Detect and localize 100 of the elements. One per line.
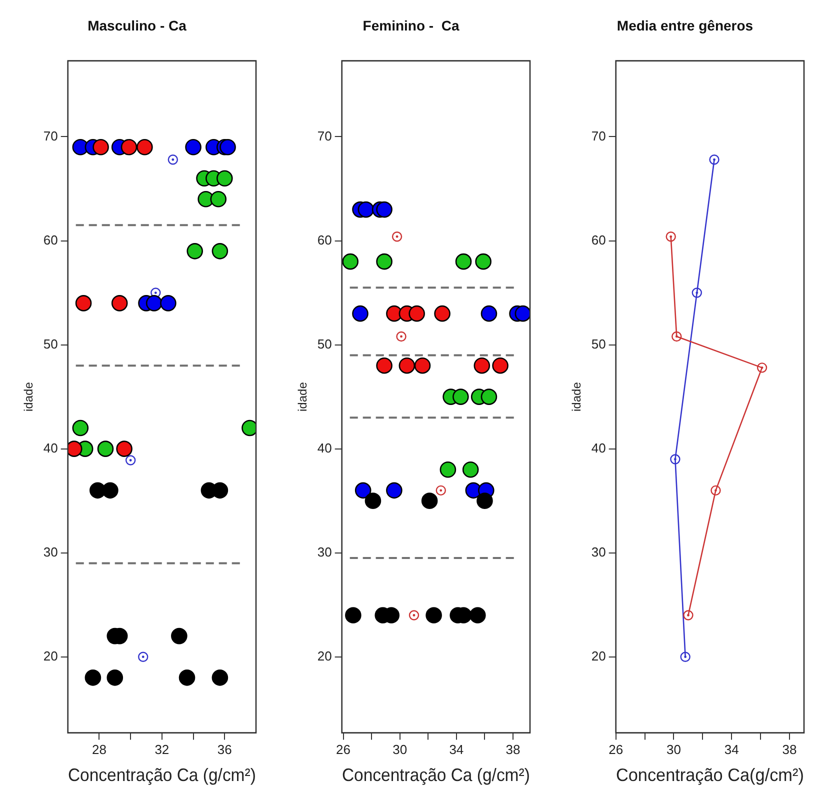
x-tick-label: 30 — [392, 742, 408, 758]
point — [514, 305, 530, 322]
point — [492, 357, 508, 374]
point — [168, 154, 178, 165]
point — [434, 305, 450, 322]
point — [120, 138, 138, 156]
y-tick-label: 40 — [317, 440, 332, 456]
y-tick-label: 50 — [591, 336, 606, 352]
point — [756, 362, 768, 373]
y-tick-label: 50 — [317, 336, 332, 352]
y-tick-label: 20 — [591, 648, 606, 664]
point — [709, 154, 720, 165]
chart-title: Media entre gêneros — [616, 17, 754, 34]
y-tick-label: 30 — [317, 544, 332, 560]
point — [666, 232, 676, 242]
x-tick-label: 34 — [449, 742, 464, 758]
point — [376, 201, 392, 218]
y-tick-label: 70 — [43, 128, 58, 144]
y-tick-label: 60 — [43, 232, 58, 248]
y-tick-label: 40 — [43, 440, 58, 456]
point — [452, 388, 469, 405]
y-tick-label: 20 — [317, 648, 332, 664]
point — [474, 357, 490, 374]
point — [342, 253, 358, 270]
point — [426, 607, 442, 624]
point — [97, 440, 114, 457]
y-axis-title: idade — [570, 382, 584, 412]
chart-title: Feminino - Ca — [362, 17, 460, 34]
point — [414, 357, 431, 374]
point — [436, 485, 446, 496]
x-tick-label: 38 — [782, 742, 797, 758]
point — [171, 628, 188, 644]
point — [345, 607, 362, 624]
point — [185, 138, 202, 156]
x-tick-label: 36 — [217, 742, 232, 758]
point — [670, 454, 680, 464]
point — [462, 461, 479, 478]
x-tick-label: 26 — [608, 742, 624, 758]
point — [692, 288, 702, 298]
point — [386, 482, 402, 499]
y-tick-label: 70 — [591, 128, 606, 144]
y-tick-label: 60 — [591, 232, 606, 248]
y-tick-label: 30 — [43, 544, 58, 560]
x-tick-label: 26 — [336, 742, 351, 758]
point — [376, 357, 392, 374]
x-axis-title: Concentração Ca (g/cm²) — [68, 764, 256, 786]
point — [136, 138, 153, 156]
point — [421, 492, 438, 509]
y-tick-label: 20 — [43, 648, 58, 664]
point — [710, 485, 721, 496]
point — [116, 440, 132, 457]
point — [408, 610, 420, 620]
point — [178, 670, 196, 686]
y-axis-title: idade — [22, 382, 36, 412]
point — [216, 170, 233, 186]
point — [480, 388, 498, 405]
point — [150, 288, 161, 298]
point — [408, 305, 425, 322]
x-tick-label: 32 — [154, 742, 170, 758]
point — [354, 482, 372, 499]
y-tick-label: 30 — [591, 544, 606, 560]
point — [376, 253, 392, 270]
y-tick-label: 40 — [591, 440, 606, 456]
point — [84, 670, 102, 686]
point — [92, 138, 109, 156]
x-tick-label: 38 — [506, 742, 520, 758]
point — [480, 305, 498, 322]
y-tick-label: 50 — [43, 336, 58, 352]
point — [125, 455, 136, 466]
point — [364, 492, 382, 509]
point — [146, 295, 162, 312]
point — [352, 305, 368, 322]
x-axis-title: Concentração Ca (g/cm²) — [342, 764, 530, 786]
point — [212, 243, 228, 260]
point — [392, 232, 402, 242]
point — [672, 331, 682, 342]
point — [455, 253, 472, 270]
point — [475, 253, 492, 270]
point — [396, 331, 406, 342]
point — [680, 652, 690, 662]
y-tick-label: 60 — [317, 232, 332, 248]
point — [138, 652, 148, 662]
point — [470, 607, 486, 624]
point — [440, 461, 456, 478]
y-axis-title: idade — [296, 382, 310, 412]
point — [160, 295, 176, 312]
x-tick-label: 28 — [92, 742, 106, 758]
x-tick-label: 30 — [666, 742, 681, 758]
point — [220, 138, 236, 156]
x-tick-label: 34 — [724, 742, 739, 758]
point — [476, 492, 493, 509]
point — [210, 191, 227, 208]
point — [358, 201, 374, 218]
x-axis-title: Concentração Ca(g/cm²) — [616, 764, 804, 786]
point — [75, 295, 92, 312]
point — [212, 670, 228, 686]
point — [68, 440, 82, 457]
chart-title: Masculino - Ca — [88, 17, 187, 34]
point — [111, 295, 128, 312]
point — [398, 357, 416, 374]
